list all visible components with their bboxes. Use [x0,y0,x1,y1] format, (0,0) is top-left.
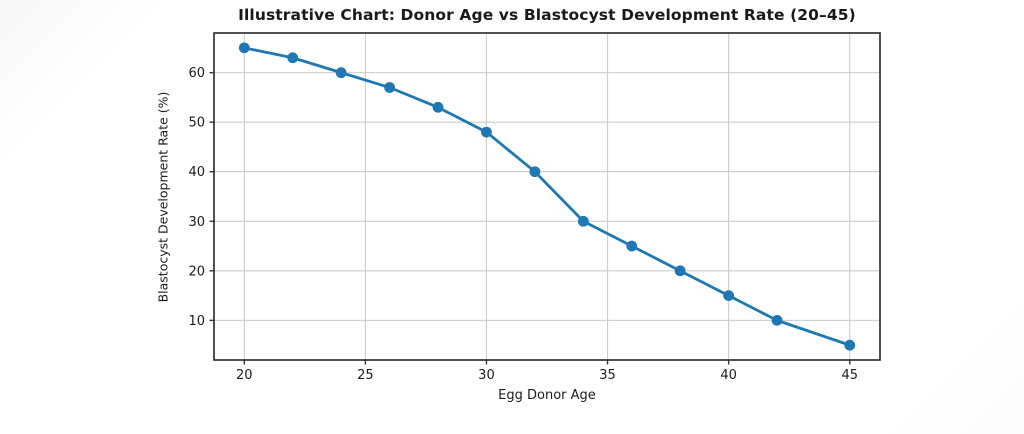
data-point [844,339,856,351]
y-tick-label: 40 [188,165,205,180]
data-point [287,52,299,64]
y-tick-label: 30 [188,215,205,230]
y-tick-label: 20 [188,264,205,279]
data-point [626,240,638,252]
y-tick-label: 60 [188,66,205,81]
x-tick-label: 45 [841,368,858,383]
x-tick-label: 40 [720,368,737,383]
data-point [432,101,444,113]
data-point [238,42,250,54]
data-point [384,82,395,93]
data-point [481,126,492,138]
x-tick-label: 30 [478,368,495,383]
y-tick-label: 50 [188,116,205,131]
data-point [771,314,783,326]
x-tick-label: 35 [599,368,616,383]
x-tick-label: 25 [357,368,374,383]
y-axis-label: Blastocyst Development Rate (%) [155,91,171,303]
y-tick-label: 10 [188,314,205,329]
data-point [529,166,541,178]
x-tick-label: 20 [236,368,253,383]
data-point [674,265,686,277]
x-axis-label: Egg Donor Age [498,388,596,403]
data-point [723,290,735,301]
plot-background [214,33,880,360]
data-point [335,67,347,79]
data-point [577,215,589,227]
axes-border [213,32,881,361]
chart-title: Illustrative Chart: Donor Age vs Blastoc… [238,6,856,24]
